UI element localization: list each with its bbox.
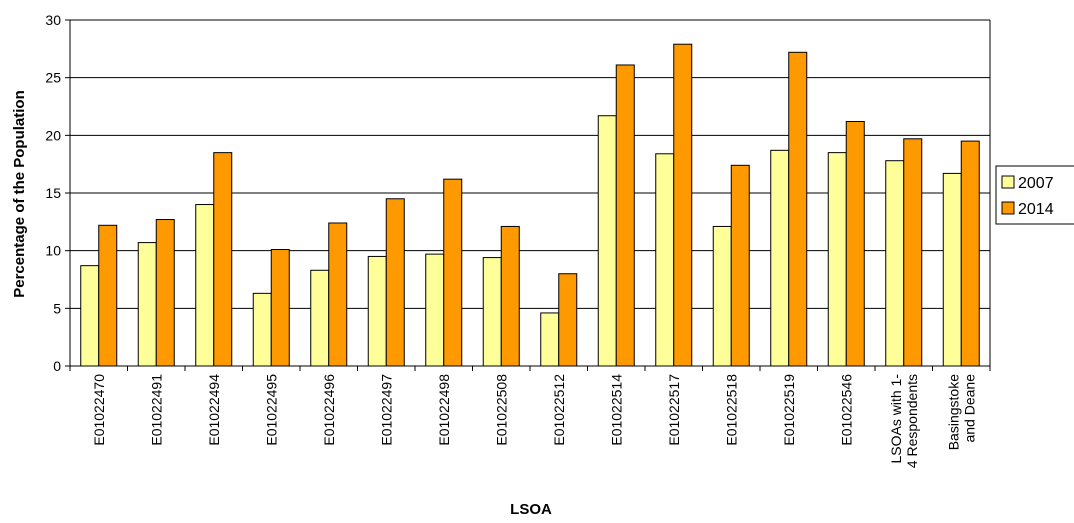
bar-2007-e01022508 (482, 257, 502, 367)
x-tick-label: E01022494 (206, 374, 222, 446)
y-tick-label: 10 (45, 243, 61, 259)
legend: 2007 2014 (995, 165, 1074, 225)
x-tick-labels: E01022470 E01022491 E01022494 E01022495 E010… (91, 374, 978, 469)
x-tick-label: E01022512 (551, 374, 567, 446)
bar-2014-lsoas-with-1-4-respondents (903, 138, 923, 367)
x-tick-label-line: E01022518 (723, 374, 739, 446)
bar-2014-e01022518 (730, 164, 750, 367)
bar-2007-e01022491 (137, 242, 157, 367)
x-tick-label: E01022514 (608, 374, 624, 446)
bar-2014-e01022494 (213, 152, 233, 367)
x-tick-label-line: E01022497 (378, 374, 394, 446)
x-tick-label: E01022497 (378, 374, 394, 446)
bar-2014-e01022508 (500, 225, 520, 367)
x-tick-label-line: E01022496 (321, 374, 337, 446)
bar-2014-e01022517 (673, 43, 693, 367)
bar-2007-e01022495 (252, 292, 272, 367)
bar-2007-e01022494 (195, 204, 215, 367)
x-tick-label: E01022518 (723, 374, 739, 446)
x-tick-label: Basingstoke and Deane (945, 374, 977, 450)
bar-2014-e01022546 (845, 120, 865, 367)
bar-2014-e01022512 (558, 273, 578, 367)
bar-2007-e01022514 (597, 115, 617, 367)
legend-swatch-2014 (1001, 201, 1015, 215)
x-tick-label-line: E01022470 (91, 374, 107, 446)
bar-2014-e01022519 (788, 51, 808, 367)
x-tick-label: E01022495 (263, 374, 279, 446)
bar-2007-e01022470 (80, 265, 100, 367)
x-tick-label-line: E01022508 (493, 374, 509, 446)
y-tick-label: 15 (45, 185, 61, 201)
x-tick-label: E01022491 (148, 374, 164, 446)
bar-2014-e01022470 (98, 224, 118, 367)
y-tick-labels: 0 5 10 15 20 25 30 (45, 12, 61, 374)
bar-2007-e01022496 (310, 269, 330, 367)
x-tick-label-line: and Deane (961, 374, 977, 443)
y-axis-title: Percentage of the Population (11, 90, 28, 298)
x-tick-label: LSOAs with 1- 4 Respondents (888, 374, 920, 469)
x-tick-label: E01022470 (91, 374, 107, 446)
x-tick-label-line: E01022517 (666, 374, 682, 446)
y-tick-label: 20 (45, 127, 61, 143)
bar-2007-basingstoke-and-deane (942, 172, 962, 367)
bar-2007-e01022546 (827, 152, 847, 367)
x-tick-label-line: E01022494 (206, 374, 222, 446)
bar-2014-e01022497 (385, 198, 405, 367)
bar-2014-e01022498 (443, 178, 463, 367)
x-tick-label-line: E01022491 (148, 374, 164, 446)
x-tick-label-line: E01022495 (263, 374, 279, 446)
x-tick-label: E01022546 (838, 374, 854, 446)
x-tick-label-line: Basingstoke (945, 374, 961, 450)
bar-2007-e01022497 (367, 255, 387, 367)
bar-2014-e01022496 (328, 222, 348, 367)
bar-2014-e01022514 (615, 64, 635, 367)
y-tick-label: 5 (53, 300, 61, 316)
legend-label-2007: 2007 (1018, 175, 1054, 192)
x-tick-label: E01022496 (321, 374, 337, 446)
bar-2007-lsoas-with-1-4-respondents (885, 160, 905, 367)
x-tick-label: E01022508 (493, 374, 509, 446)
axes (65, 19, 991, 371)
x-tick-label-line: E01022514 (608, 374, 624, 446)
x-tick-label: E01022517 (666, 374, 682, 446)
y-tick-label: 0 (53, 358, 61, 374)
x-tick-label-line: E01022512 (551, 374, 567, 446)
bar-2007-e01022498 (425, 253, 445, 367)
x-tick-label: E01022498 (436, 374, 452, 446)
x-tick-label-line: E01022498 (436, 374, 452, 446)
bar-2014-e01022491 (155, 219, 175, 367)
bar-2014-basingstoke-and-deane (960, 140, 980, 367)
bar-2007-e01022519 (770, 149, 790, 367)
y-tick-label: 25 (45, 70, 61, 86)
x-tick-label: E01022519 (781, 374, 797, 446)
bar-2007-e01022518 (712, 225, 732, 367)
y-tick-label: 30 (45, 12, 61, 28)
x-tick-label-line: E01022519 (781, 374, 797, 446)
legend-swatch-2007 (1001, 175, 1015, 189)
x-tick-label-line: LSOAs with 1- (888, 374, 904, 464)
bar-2014-e01022495 (270, 249, 290, 367)
x-axis-title: LSOA (510, 501, 552, 518)
legend-label-2014: 2014 (1018, 201, 1054, 218)
bar-2007-e01022517 (655, 153, 675, 367)
x-tick-label-line: 4 Respondents (904, 374, 920, 468)
bar-2007-e01022512 (540, 312, 560, 367)
bars (80, 43, 980, 367)
x-tick-label-line: E01022546 (838, 374, 854, 446)
